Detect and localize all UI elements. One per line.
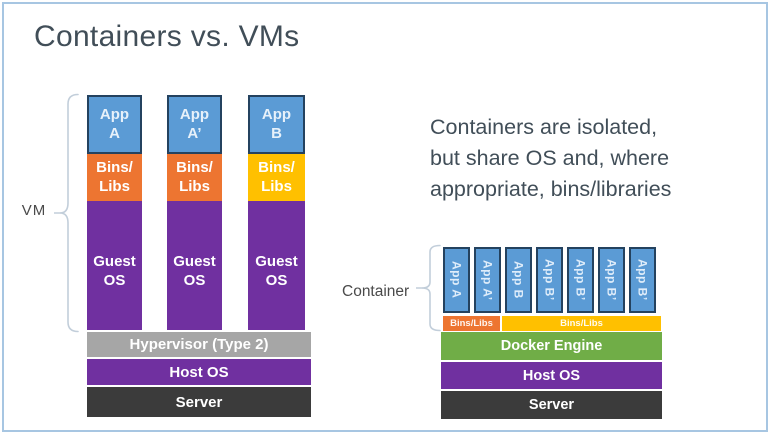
container-bracket-label: Container	[342, 283, 410, 300]
container-app-label: App B’	[542, 259, 557, 301]
guest-os-block: Guest OS	[167, 201, 222, 330]
bins-label: Libs	[179, 177, 210, 195]
guest-os-label: OS	[183, 271, 206, 289]
app-label: App	[179, 105, 210, 123]
vm-column: App A Bins/ Libs Guest OS	[87, 95, 142, 330]
container-app-label: App A’	[480, 259, 495, 301]
app-label: App	[99, 105, 130, 123]
guest-os-label: Guest	[255, 253, 298, 270]
caption-line: appropriate, bins/libraries	[430, 177, 672, 201]
container-box-row: App A App A’ App B App B’ App B’ App B’ …	[443, 247, 656, 313]
vm-column: App A’ Bins/ Libs Guest OS	[167, 95, 222, 330]
container-app-label: App A	[449, 261, 464, 299]
guest-os-block: Guest OS	[248, 201, 305, 330]
container-app-label: App B’	[635, 259, 650, 301]
guest-os-label: Guest	[93, 253, 136, 270]
caption-line: but share OS and, where	[430, 146, 670, 170]
vm-curly-brace-icon	[54, 93, 79, 333]
app-label: B	[271, 124, 282, 142]
hypervisor-bar: Hypervisor (Type 2)	[87, 332, 311, 357]
bins-label: Bins/	[96, 158, 133, 176]
caption-line: Containers are isolated,	[430, 115, 658, 139]
container-box: App B	[505, 247, 532, 313]
app-label: A	[109, 124, 120, 142]
caption-text: Containers are isolated, but share OS an…	[430, 112, 671, 205]
container-app-label: App B’	[573, 259, 588, 301]
page-title: Containers vs. VMs	[34, 20, 300, 53]
app-block: App B	[248, 95, 305, 154]
server-bar: Server	[441, 391, 662, 419]
app-block: App A’	[167, 95, 222, 154]
bins-label: Libs	[99, 177, 130, 195]
bins-libs-block: Bins/ Libs	[248, 154, 305, 201]
container-app-label: App B	[511, 261, 526, 299]
app-label: A’	[187, 124, 202, 142]
bins-label: Bins/	[176, 158, 213, 176]
bins-label: Bins/	[258, 158, 295, 176]
bins-libs-block: Bins/ Libs	[167, 154, 222, 201]
bins-libs-block: Bins/ Libs	[87, 154, 142, 201]
docker-engine-bar: Docker Engine	[441, 332, 662, 360]
container-curly-brace-icon	[416, 244, 441, 332]
vm-bracket-label: VM	[21, 202, 47, 219]
server-bar: Server	[87, 387, 311, 417]
guest-os-block: Guest OS	[87, 201, 142, 330]
bins-libs-strip-yellow: Bins/Libs	[502, 316, 661, 331]
vm-column: App B Bins/ Libs Guest OS	[248, 95, 305, 330]
container-box: App A’	[474, 247, 501, 313]
guest-os-label: Guest	[173, 253, 216, 270]
host-os-bar: Host OS	[441, 362, 662, 389]
container-app-label: App B’	[604, 259, 619, 301]
app-block: App A	[87, 95, 142, 154]
container-box: App B’	[567, 247, 594, 313]
guest-os-label: OS	[265, 271, 288, 289]
container-box: App B’	[629, 247, 656, 313]
container-box: App B’	[536, 247, 563, 313]
bins-label: Libs	[261, 177, 292, 195]
app-label: App	[261, 105, 292, 123]
host-os-bar: Host OS	[87, 359, 311, 385]
container-box: App A	[443, 247, 470, 313]
guest-os-label: OS	[103, 271, 126, 289]
bins-libs-strip-orange: Bins/Libs	[443, 316, 500, 331]
container-box: App B’	[598, 247, 625, 313]
